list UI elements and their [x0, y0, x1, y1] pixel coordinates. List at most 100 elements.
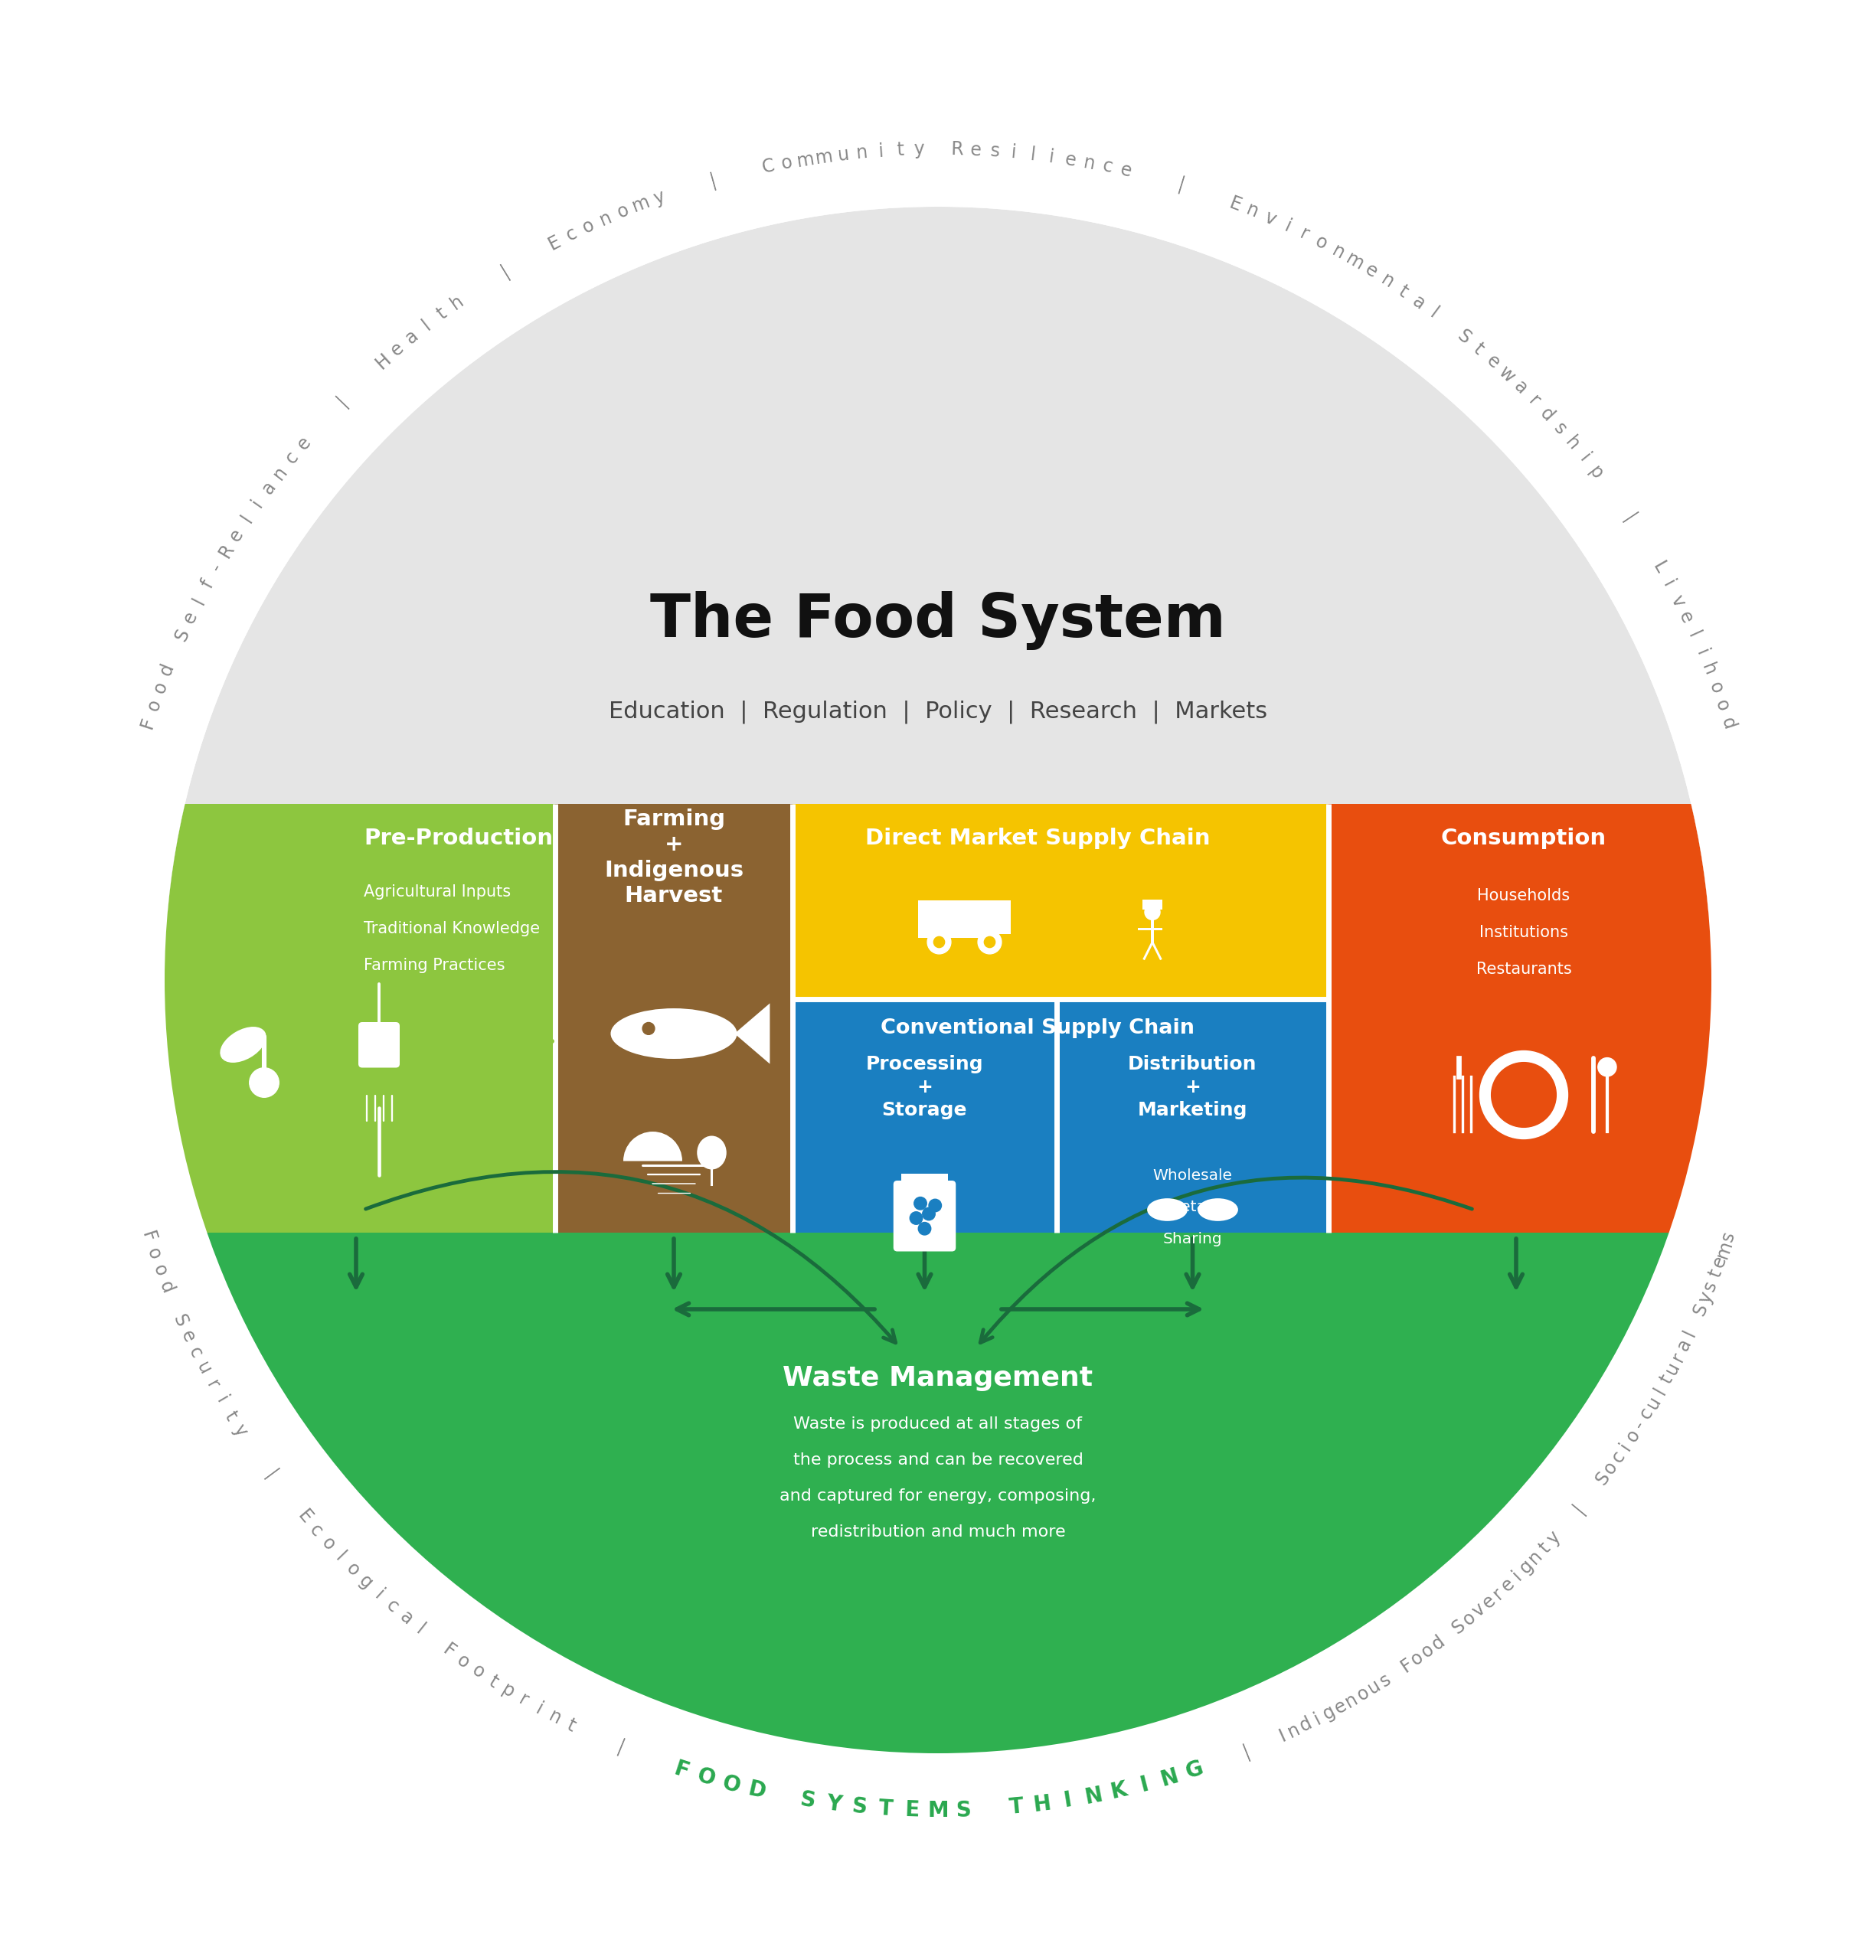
Text: o: o: [143, 698, 165, 713]
Text: i: i: [1508, 1568, 1525, 1584]
Text: Households: Households: [1478, 888, 1570, 904]
Text: c: c: [563, 223, 580, 245]
Text: R: R: [216, 541, 238, 561]
Text: e: e: [970, 141, 981, 159]
Text: l: l: [238, 512, 255, 525]
Text: r: r: [1490, 1584, 1506, 1603]
Text: S: S: [957, 1799, 972, 1821]
Text: m: m: [795, 149, 816, 171]
Text: N: N: [1082, 1784, 1105, 1809]
FancyBboxPatch shape: [917, 900, 981, 939]
Text: l: l: [413, 1621, 428, 1639]
Text: n: n: [1244, 200, 1261, 221]
Circle shape: [923, 1207, 934, 1221]
Text: n: n: [546, 1707, 565, 1729]
Text: E: E: [293, 1507, 315, 1527]
Text: s: s: [1718, 1229, 1739, 1245]
Text: r: r: [516, 1690, 531, 1709]
Circle shape: [1491, 1062, 1557, 1127]
Text: o: o: [469, 1660, 488, 1682]
Text: Retail: Retail: [1171, 1200, 1214, 1215]
Text: S: S: [1454, 325, 1475, 347]
Text: t: t: [221, 1407, 240, 1423]
Text: t: t: [486, 1672, 501, 1691]
Wedge shape: [1484, 1056, 1563, 1135]
Text: n: n: [855, 143, 869, 163]
Circle shape: [1480, 1051, 1568, 1139]
Text: o: o: [1313, 233, 1330, 253]
Text: o: o: [615, 200, 632, 221]
Text: n: n: [1328, 241, 1347, 263]
Text: i: i: [1011, 143, 1017, 163]
Text: o: o: [1623, 1425, 1643, 1445]
Text: d: d: [1536, 404, 1557, 425]
Text: i: i: [371, 1586, 386, 1603]
Text: v: v: [1261, 208, 1279, 229]
Text: p: p: [499, 1680, 518, 1701]
Text: Agricultural Inputs: Agricultural Inputs: [364, 884, 510, 900]
Ellipse shape: [612, 1007, 737, 1058]
Text: Farming Practices: Farming Practices: [364, 958, 505, 972]
Ellipse shape: [219, 1027, 266, 1062]
Text: t: t: [565, 1715, 578, 1735]
Text: o: o: [780, 153, 794, 172]
Text: e: e: [1118, 161, 1133, 180]
Text: i: i: [533, 1699, 546, 1719]
Text: c: c: [281, 449, 302, 468]
Circle shape: [929, 1200, 942, 1211]
Text: c: c: [186, 1345, 206, 1362]
Text: m: m: [1343, 249, 1368, 274]
Text: the process and can be recovered: the process and can be recovered: [794, 1452, 1082, 1468]
Circle shape: [26, 69, 1850, 1891]
Text: I: I: [1062, 1789, 1073, 1811]
Text: Restaurants: Restaurants: [1476, 962, 1572, 976]
Text: o: o: [1705, 678, 1726, 696]
Text: d: d: [1428, 1633, 1448, 1654]
Text: u: u: [193, 1360, 214, 1378]
Text: Conventional Supply Chain: Conventional Supply Chain: [880, 1019, 1195, 1039]
Text: l: l: [1681, 1327, 1700, 1339]
Ellipse shape: [1197, 1198, 1238, 1221]
Text: and captured for energy, composing,: and captured for energy, composing,: [780, 1488, 1096, 1503]
Text: p: p: [1585, 463, 1606, 482]
Text: Sharing: Sharing: [1163, 1233, 1223, 1247]
Text: e: e: [1362, 261, 1381, 282]
Text: F: F: [137, 715, 158, 731]
Text: y: y: [914, 141, 925, 159]
Text: O: O: [720, 1772, 743, 1797]
Text: I: I: [1276, 1727, 1289, 1746]
Text: |: |: [261, 1466, 280, 1484]
Text: n: n: [1285, 1719, 1304, 1740]
Text: n: n: [1341, 1690, 1362, 1711]
Text: i: i: [1692, 647, 1711, 659]
Text: Waste is produced at all stages of: Waste is produced at all stages of: [794, 1417, 1082, 1431]
Circle shape: [927, 931, 951, 955]
Bar: [555, 804, 792, 1233]
Text: a: a: [1409, 292, 1428, 314]
Text: I: I: [1139, 1774, 1152, 1795]
Text: u: u: [1364, 1676, 1384, 1697]
Bar: [1328, 804, 1750, 1233]
FancyBboxPatch shape: [902, 1174, 947, 1186]
Text: F: F: [439, 1641, 458, 1662]
Text: |: |: [707, 171, 719, 190]
Text: Direct Market Supply Chain: Direct Market Supply Chain: [865, 827, 1210, 849]
Text: d: d: [158, 661, 178, 678]
Circle shape: [1598, 1058, 1617, 1076]
Text: i: i: [250, 496, 266, 512]
Text: S: S: [799, 1789, 818, 1813]
Text: e: e: [180, 610, 201, 627]
Text: t: t: [1396, 282, 1411, 302]
Text: L: L: [1649, 559, 1670, 576]
Text: r: r: [1668, 1348, 1688, 1364]
Text: l: l: [1030, 145, 1036, 165]
Text: H: H: [371, 351, 394, 372]
Text: Consumption: Consumption: [1441, 827, 1606, 849]
Text: S: S: [1448, 1617, 1469, 1639]
Text: e: e: [1332, 1695, 1349, 1717]
Text: e: e: [1064, 151, 1077, 171]
Text: o: o: [1353, 1684, 1373, 1705]
Text: Wholesale: Wholesale: [1152, 1168, 1233, 1182]
Text: |: |: [497, 261, 512, 280]
Bar: [792, 804, 1328, 1000]
